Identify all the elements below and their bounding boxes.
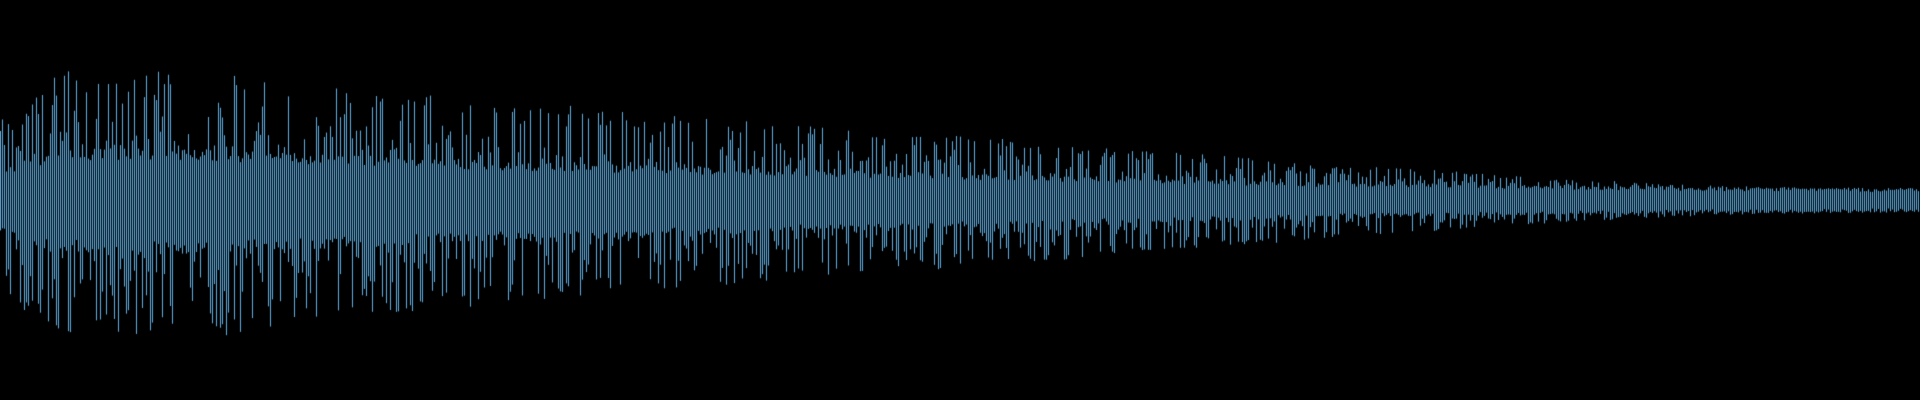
waveform-canvas[interactable]: [0, 0, 1920, 400]
audio-waveform-viewer[interactable]: [0, 0, 1920, 400]
